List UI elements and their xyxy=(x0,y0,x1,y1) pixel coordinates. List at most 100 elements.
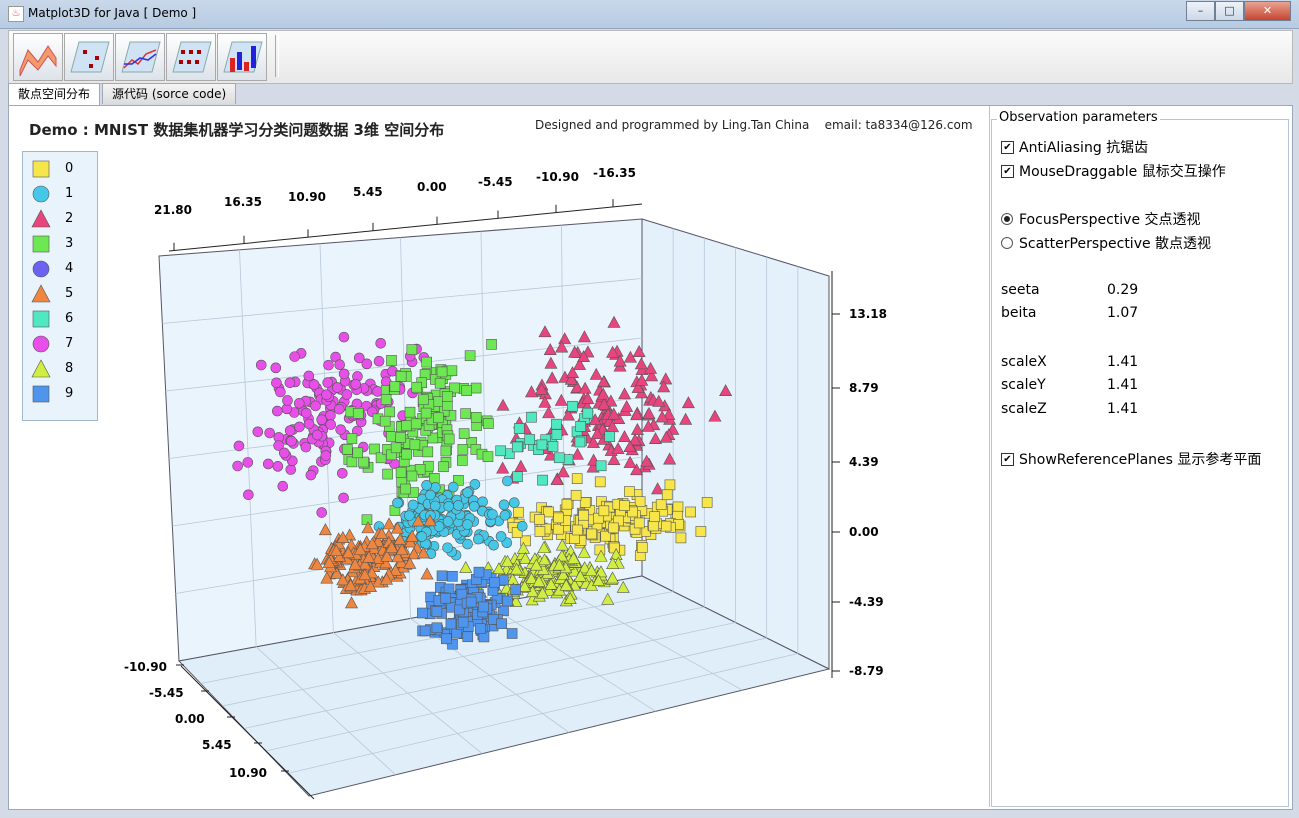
data-point-class-7 xyxy=(375,337,387,349)
scatter-plot-button[interactable] xyxy=(64,33,114,81)
surface-plot-icon xyxy=(19,45,57,77)
data-point-class-2 xyxy=(604,394,618,407)
data-point-class-7 xyxy=(333,403,345,415)
data-point-class-2 xyxy=(623,440,637,452)
data-point-class-5 xyxy=(358,568,372,581)
data-point-class-2 xyxy=(630,408,644,421)
data-point-class-9 xyxy=(457,616,469,628)
maximize-button[interactable]: □ xyxy=(1215,1,1244,21)
data-point-class-3 xyxy=(395,370,407,382)
data-point-class-2 xyxy=(659,372,673,385)
radio-selected[interactable] xyxy=(1001,213,1013,225)
data-point-class-2 xyxy=(681,396,695,409)
legend-marker-circle xyxy=(32,260,50,278)
data-point-class-8 xyxy=(536,586,550,599)
legend-marker-square xyxy=(32,235,50,253)
data-point-class-0 xyxy=(608,522,619,534)
plot-title: Demo : MNIST 数据集机器学习分类问题数据 3维 空间分布 xyxy=(29,121,445,139)
plot-canvas[interactable]: 21.80 16.35 10.90 5.45 0.00 -5.45 -10.90 -16.35… xyxy=(9,106,990,807)
scalez-value: 1.41 xyxy=(1107,401,1139,417)
data-point-class-3 xyxy=(460,408,471,419)
tab-strip: 散点空间分布 源代码 (sorce code) xyxy=(8,83,238,106)
data-point-class-8 xyxy=(584,564,598,576)
data-point-class-0 xyxy=(594,476,606,488)
data-point-class-8 xyxy=(578,561,592,574)
close-button[interactable]: ✕ xyxy=(1244,1,1291,21)
data-point-class-2 xyxy=(645,369,659,382)
data-point-class-5 xyxy=(405,529,419,542)
data-point-class-7 xyxy=(337,467,348,479)
data-point-class-0 xyxy=(534,514,545,525)
data-point-class-8 xyxy=(577,545,591,558)
data-point-class-3 xyxy=(464,350,476,362)
legend-label: 9 xyxy=(65,386,74,401)
legend-item: 8 xyxy=(31,358,91,380)
data-point-class-7 xyxy=(273,440,284,451)
data-point-class-3 xyxy=(449,382,460,394)
data-point-class-7 xyxy=(320,450,332,461)
scatter-3d-plot[interactable]: 21.80 16.35 10.90 5.45 0.00 -5.45 -10.90 -16.35… xyxy=(9,106,989,807)
window-title: Matplot3D for Java [ Demo ] xyxy=(28,6,197,20)
data-point-class-5 xyxy=(365,537,379,550)
surface-plot-button[interactable] xyxy=(13,33,63,81)
data-point-class-3 xyxy=(352,447,364,459)
legend-marker-square xyxy=(32,310,50,328)
mousedraggable-checkbox[interactable]: ✔ MouseDraggable 鼠标交互操作 xyxy=(1001,161,1226,181)
data-point-class-2 xyxy=(550,473,564,486)
legend-item: 1 xyxy=(31,183,91,205)
front-axis-tick-label: -10.90 xyxy=(124,660,167,674)
data-point-class-6 xyxy=(495,445,507,457)
data-point-class-3 xyxy=(470,412,482,423)
tab-scatter-distribution[interactable]: 散点空间分布 xyxy=(8,83,101,106)
data-point-class-3 xyxy=(369,443,380,455)
data-point-class-2 xyxy=(566,366,580,379)
data-point-class-3 xyxy=(414,464,426,475)
data-point-class-9 xyxy=(431,622,443,634)
data-point-class-2 xyxy=(618,430,632,443)
top-axis-tick-label: -5.45 xyxy=(478,175,513,189)
bar-plot-icon xyxy=(223,41,263,73)
data-point-class-7 xyxy=(255,359,267,371)
data-point-class-0 xyxy=(553,523,564,535)
dots-plot-button[interactable] xyxy=(166,33,216,81)
radio-unselected[interactable] xyxy=(1001,237,1013,249)
data-point-class-1 xyxy=(404,510,415,521)
checkbox-box[interactable]: ✔ xyxy=(1001,164,1014,178)
data-point-class-7 xyxy=(322,377,334,388)
scatter-perspective-radio[interactable]: ScatterPerspective 散点透视 xyxy=(1001,233,1211,253)
data-point-class-7 xyxy=(325,419,337,430)
antialiasing-checkbox[interactable]: ✔ AntiAliasing 抗锯齿 xyxy=(1001,137,1148,157)
focus-perspective-radio[interactable]: FocusPerspective 交点透视 xyxy=(1001,209,1201,229)
data-point-class-7 xyxy=(277,480,289,492)
scaley-value: 1.41 xyxy=(1107,377,1139,393)
data-point-class-7 xyxy=(321,389,332,401)
data-point-class-7 xyxy=(303,418,315,430)
data-point-class-1 xyxy=(509,497,520,509)
mousedraggable-label: MouseDraggable 鼠标交互操作 xyxy=(1019,164,1226,180)
data-point-class-8 xyxy=(567,551,581,564)
data-point-class-6 xyxy=(536,439,548,451)
checkbox-box[interactable]: ✔ xyxy=(1001,452,1014,466)
data-point-class-1 xyxy=(498,499,510,511)
data-point-class-1 xyxy=(488,539,499,551)
data-point-class-1 xyxy=(487,508,498,520)
data-point-class-9 xyxy=(510,584,521,596)
reference-planes-checkbox[interactable]: ✔ ShowReferencePlanes 显示参考平面 xyxy=(1001,449,1261,469)
data-point-class-2 xyxy=(613,354,627,367)
data-point-class-7 xyxy=(325,410,336,421)
data-point-class-3 xyxy=(456,455,468,466)
bar-plot-button[interactable] xyxy=(217,33,267,81)
line-plot-button[interactable] xyxy=(115,33,165,81)
title-bar: ♨ Matplot3D for Java [ Demo ] – □ ✕ xyxy=(0,0,1299,29)
tab-source-code[interactable]: 源代码 (sorce code) xyxy=(102,83,237,104)
data-point-class-8 xyxy=(555,538,569,551)
data-point-class-0 xyxy=(685,506,696,518)
data-point-class-5 xyxy=(318,523,332,536)
data-point-class-3 xyxy=(429,473,440,484)
checkbox-box[interactable]: ✔ xyxy=(1001,140,1014,154)
scalez-label: scaleZ xyxy=(1001,401,1047,417)
data-point-class-5 xyxy=(375,527,389,539)
minimize-button[interactable]: – xyxy=(1186,1,1215,21)
data-point-class-0 xyxy=(579,497,591,508)
data-point-class-0 xyxy=(675,532,687,544)
